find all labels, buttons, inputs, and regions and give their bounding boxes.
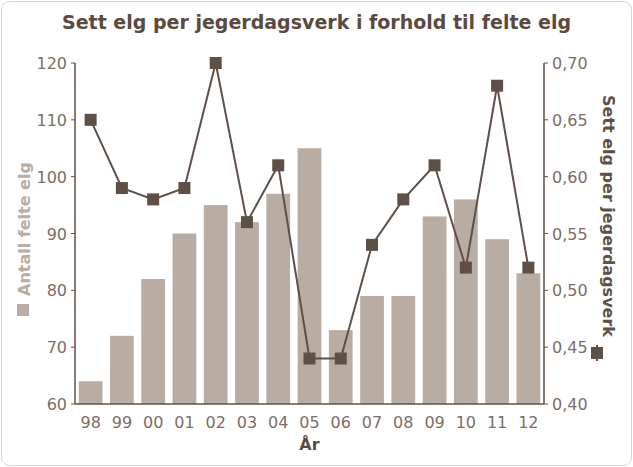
tick-label: 02	[206, 413, 226, 432]
legend-swatch	[17, 304, 29, 316]
tick-label: 110	[36, 111, 67, 130]
marker	[210, 57, 222, 69]
legend-label: Antall felte elg	[15, 162, 34, 296]
bar	[298, 148, 322, 404]
background	[2, 2, 632, 466]
marker	[429, 159, 441, 171]
marker	[116, 182, 128, 194]
tick-label: 10	[456, 413, 476, 432]
tick-label: 100	[36, 168, 67, 187]
tick	[544, 290, 548, 291]
bar	[454, 199, 478, 404]
bar	[360, 296, 384, 404]
marker	[460, 262, 472, 274]
tick	[544, 63, 548, 64]
tick-label: 04	[268, 413, 288, 432]
tick	[71, 119, 75, 120]
tick	[544, 404, 548, 405]
chart: Sett elg per jegerdagsverk i forhold til…	[0, 0, 633, 467]
x-axis	[75, 403, 544, 405]
line	[91, 63, 529, 359]
tick	[544, 176, 548, 177]
marker	[335, 353, 347, 365]
tick	[71, 63, 75, 64]
tick-label: 00	[143, 413, 163, 432]
tick-label: 0,65	[552, 111, 588, 130]
title: Sett elg per jegerdagsverk i forhold til…	[62, 11, 571, 33]
tick	[71, 233, 75, 234]
tick-label: 80	[47, 281, 67, 300]
tick-label: 06	[331, 413, 351, 432]
tick-label: 08	[393, 413, 413, 432]
axis-label: År	[299, 435, 319, 454]
marker	[241, 216, 253, 228]
marker	[366, 239, 378, 251]
bar	[204, 205, 228, 404]
marker	[85, 114, 97, 126]
tick-label: 03	[237, 413, 257, 432]
bar	[485, 239, 509, 404]
tick-label: 0,50	[552, 281, 588, 300]
tick-label: 0,60	[552, 168, 588, 187]
bar	[173, 234, 197, 405]
marker	[304, 353, 316, 365]
tick	[71, 176, 75, 177]
tick-label: 0,55	[552, 225, 588, 244]
bar	[329, 330, 353, 404]
bar	[235, 222, 259, 404]
tick-label: 05	[299, 413, 319, 432]
legend-swatch	[591, 347, 603, 359]
tick-label: 12	[518, 413, 538, 432]
tick	[71, 290, 75, 291]
tick	[71, 347, 75, 348]
bar	[266, 194, 290, 404]
legend-label: Sett elg per jegerdagsverk	[599, 95, 618, 337]
line-series	[85, 57, 535, 365]
tick-label: 0,70	[552, 54, 588, 73]
tick-label: 0,45	[552, 338, 588, 357]
bar	[423, 216, 447, 404]
bar	[110, 336, 134, 404]
tick-label: 99	[112, 413, 132, 432]
tick-label: 98	[80, 413, 100, 432]
bar	[391, 296, 415, 404]
tick	[544, 347, 548, 348]
tick-label: 01	[174, 413, 194, 432]
marker	[491, 80, 503, 92]
marker	[178, 182, 190, 194]
tick-label: 07	[362, 413, 382, 432]
bar	[79, 381, 103, 404]
bar	[141, 279, 165, 404]
tick-label: 09	[424, 413, 444, 432]
tick	[544, 119, 548, 120]
marker	[147, 193, 159, 205]
bars	[79, 148, 540, 404]
marker	[522, 262, 534, 274]
marker	[397, 193, 409, 205]
tick-label: 11	[487, 413, 507, 432]
tick-label: 0,40	[552, 395, 588, 414]
tick-label: 90	[47, 225, 67, 244]
marker	[272, 159, 284, 171]
bar	[516, 273, 540, 404]
tick	[544, 233, 548, 234]
tick	[71, 404, 75, 405]
tick-label: 60	[47, 395, 67, 414]
tick-label: 70	[47, 338, 67, 357]
tick-label: 120	[36, 54, 67, 73]
